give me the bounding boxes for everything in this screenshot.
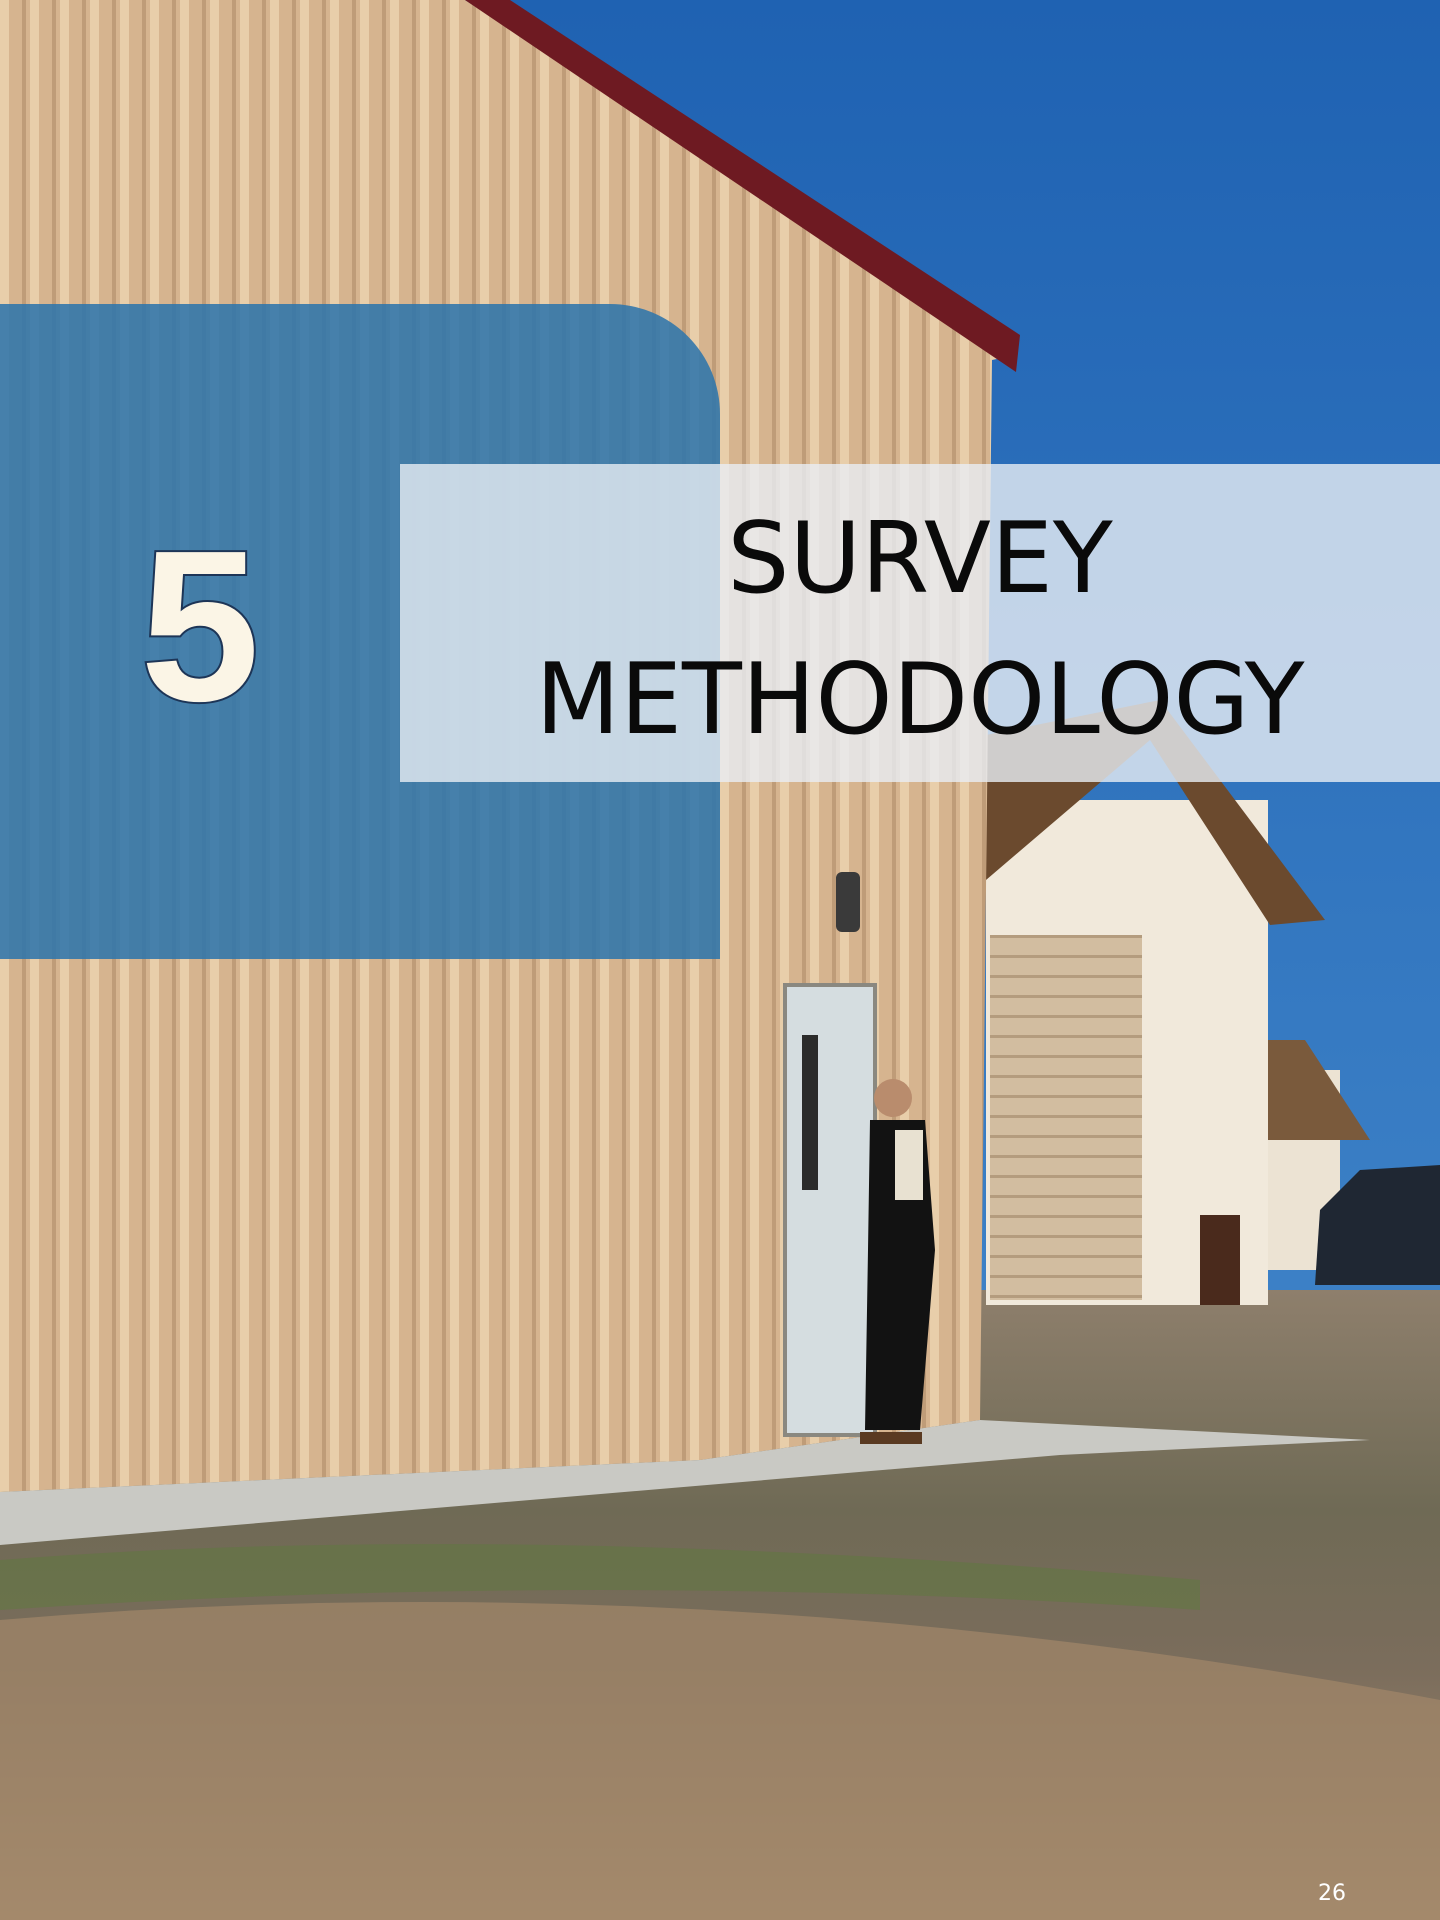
person-shirt: [895, 1130, 923, 1200]
chapter-number: 5: [140, 505, 260, 746]
person-head: [874, 1079, 912, 1117]
boards: [1200, 1215, 1240, 1305]
roll-door: [990, 935, 1142, 1300]
chapter-title: SURVEY: [727, 502, 1114, 616]
door-window: [802, 1035, 818, 1190]
photo: [0, 0, 1440, 1920]
page: 5 SURVEY METHODOLOGY 26 (() => { const d…: [0, 0, 1440, 1920]
person-shoes: [860, 1432, 922, 1444]
page-number: 26: [1318, 1881, 1346, 1906]
chapter-title: METHODOLOGY: [536, 643, 1306, 757]
lamp: [836, 872, 860, 932]
door: [785, 985, 875, 1435]
chapter-cover: 5 SURVEY METHODOLOGY 26: [0, 0, 1440, 1920]
